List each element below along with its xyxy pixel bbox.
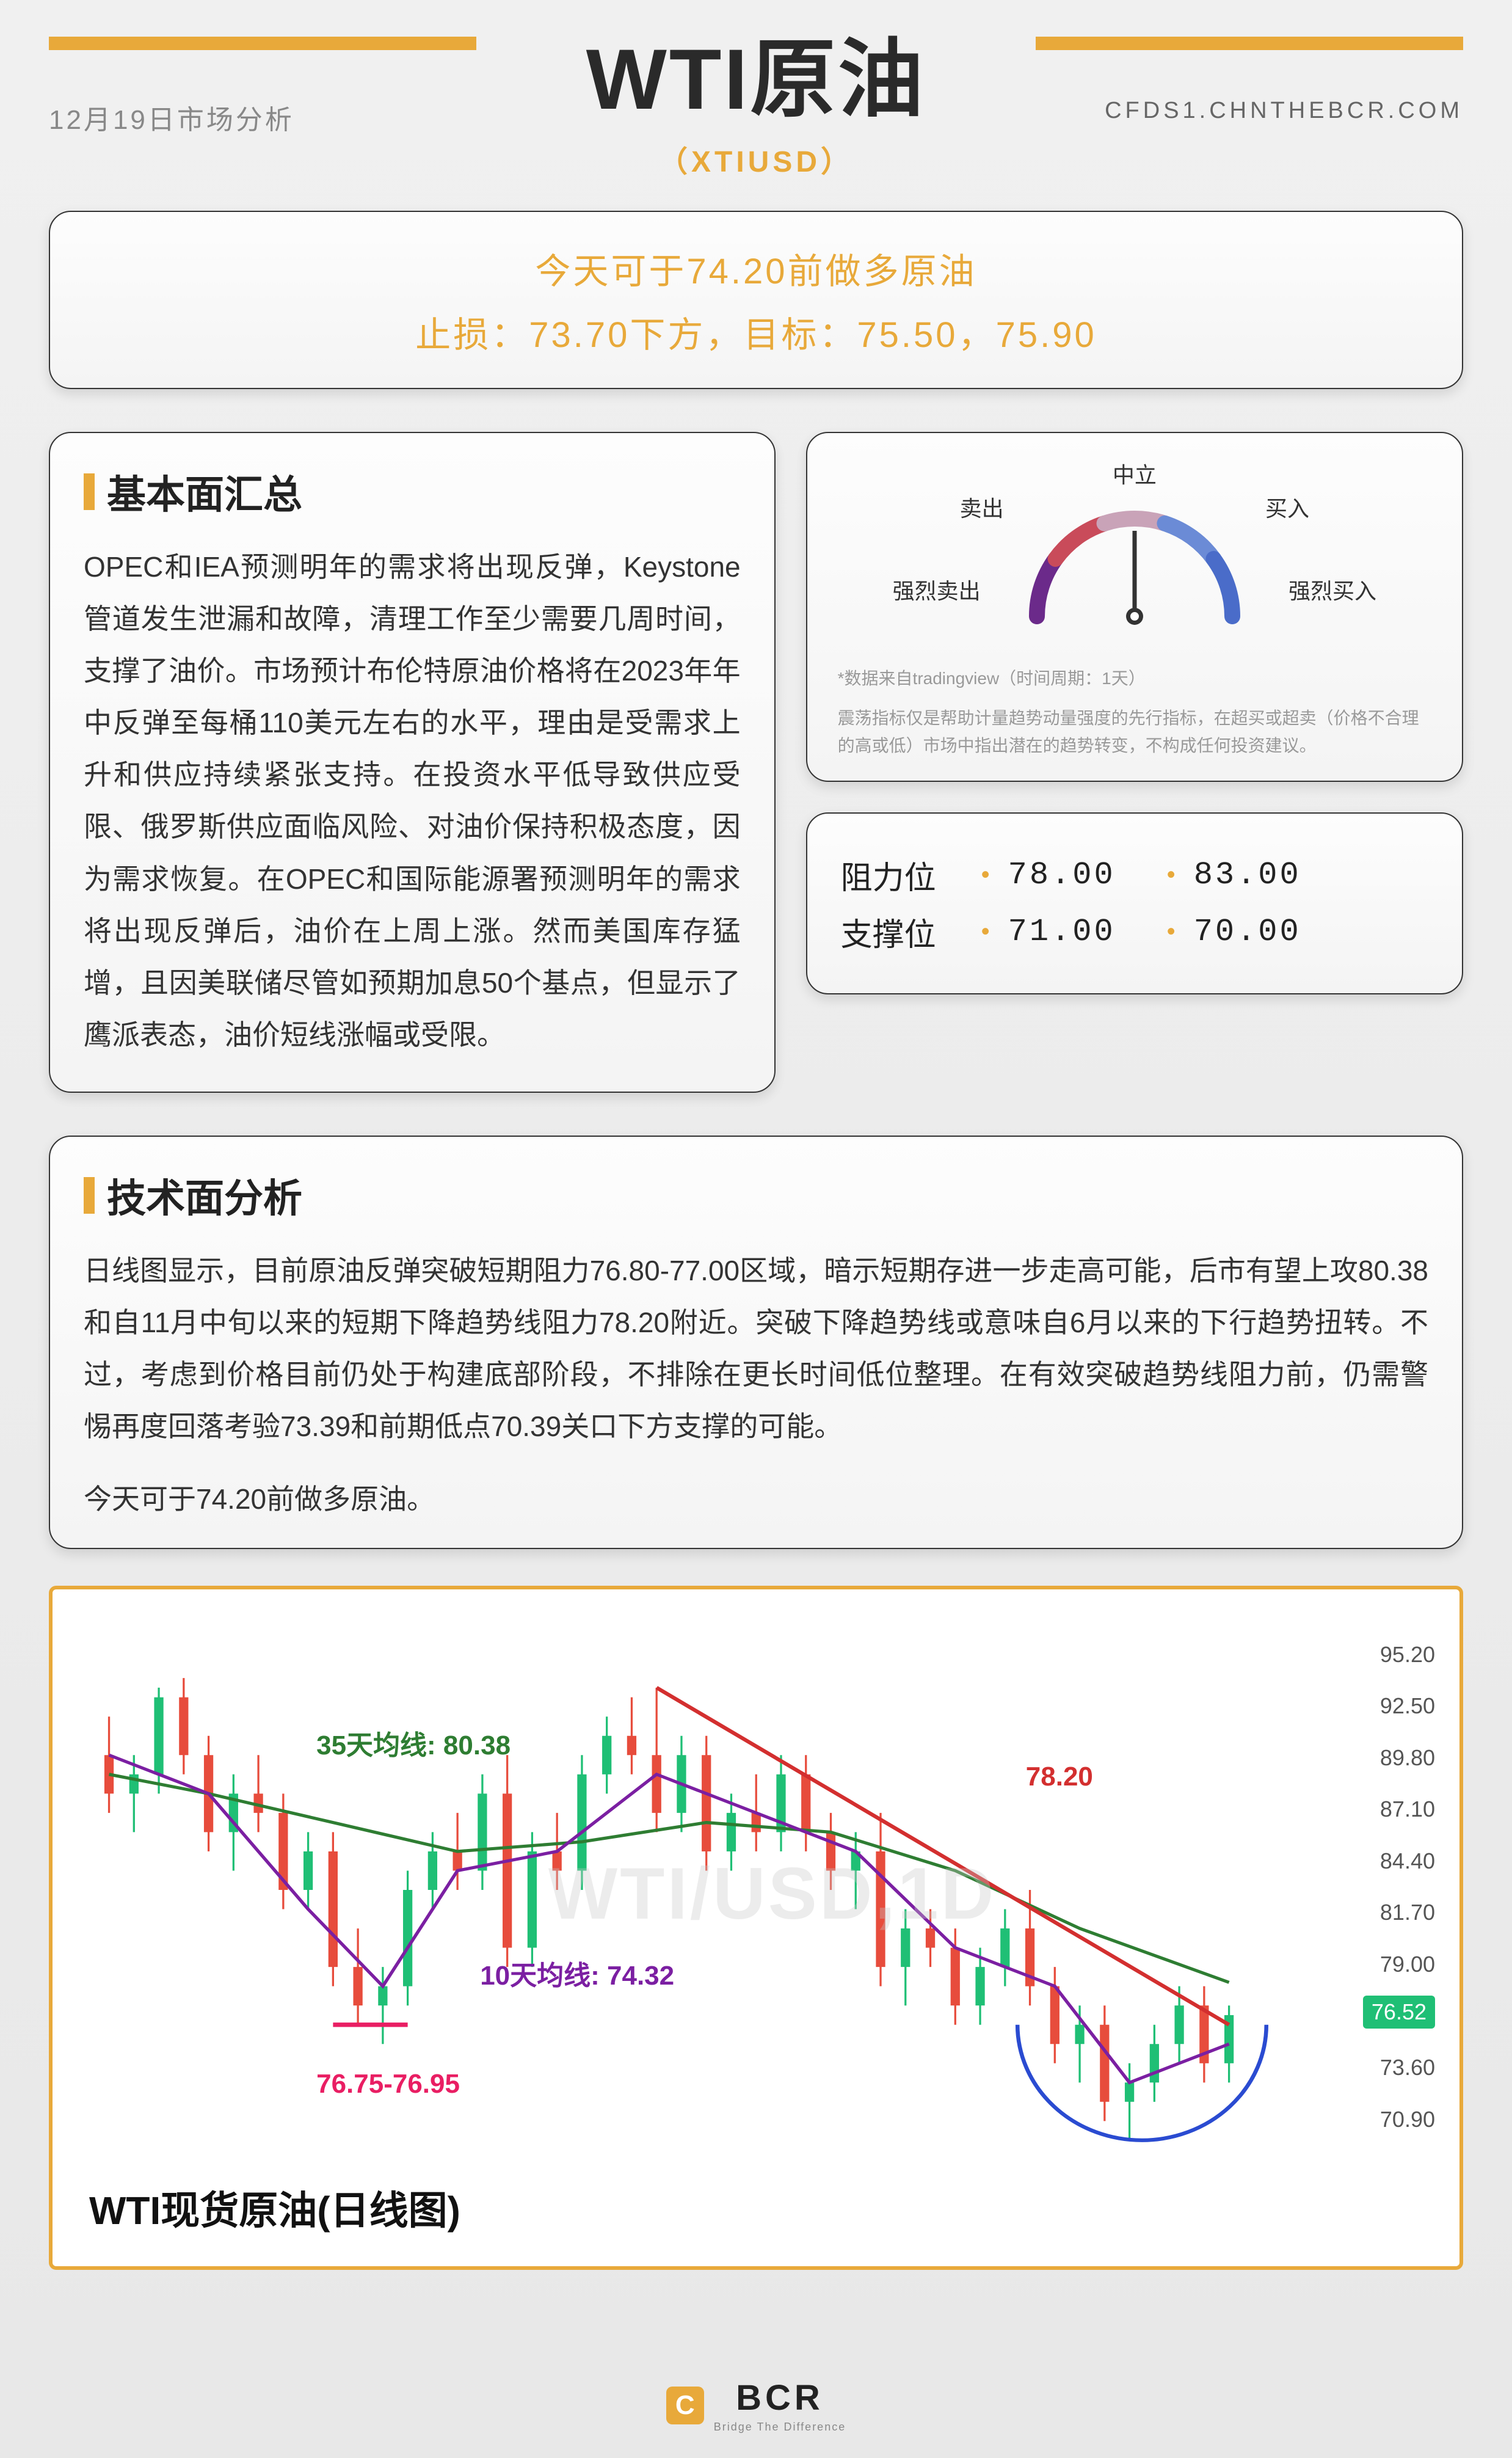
gauge-label-strong-buy: 强烈买入 <box>1288 574 1376 605</box>
page-title: WTI原油 <box>586 37 926 122</box>
brand-logo-icon: C <box>666 2387 704 2424</box>
resistance-value-1: 78.00 <box>1008 857 1149 893</box>
technical-body: 日线图显示，目前原油反弹突破短期阻力76.80-77.00区域，暗示短期存进一步… <box>84 1245 1428 1453</box>
bullet-icon: • <box>981 861 990 889</box>
page-subtitle: （XTIUSD） <box>586 137 926 180</box>
chart-y-tick: 81.70 <box>1380 1900 1435 1925</box>
technical-title: 技术面分析 <box>84 1167 1428 1224</box>
bullet-icon: • <box>1167 861 1176 889</box>
gauge-note-1: *数据来自tradingview（时间周期：1天） <box>838 665 1431 693</box>
gauge-label-strong-sell: 强烈卖出 <box>893 574 981 605</box>
gauge-note-2: 震荡指标仅是帮助计量趋势动量强度的先行指标，在超买或超卖（价格不合理的高或低）市… <box>838 705 1431 760</box>
technical-footer: 今天可于74.20前做多原油。 <box>84 1477 1428 1517</box>
chart-y-tick: 92.50 <box>1380 1693 1435 1719</box>
chart-y-tick: 70.90 <box>1380 2107 1435 2132</box>
report-date: 12月19日市场分析 <box>49 98 586 137</box>
support-row: 支撑位 • 71.00 • 70.00 <box>841 909 1428 955</box>
support-value-1: 71.00 <box>1008 914 1149 950</box>
support-value-2: 70.00 <box>1194 914 1334 950</box>
brand-name: BCR <box>714 2377 846 2418</box>
chart-title: WTI现货原油(日线图) <box>89 2179 460 2236</box>
header: 12月19日市场分析 WTI原油 （XTIUSD） CFDS1.CHNTHEBC… <box>49 37 1463 180</box>
chart-y-tick: 84.40 <box>1380 1848 1435 1874</box>
resistance-value-2: 83.00 <box>1194 857 1334 893</box>
gauge-label-neutral: 中立 <box>1113 458 1157 489</box>
gauge-label-buy: 买入 <box>1265 491 1309 523</box>
site-url: CFDS1.CHNTHEBCR.COM <box>926 98 1463 124</box>
fundamental-title: 基本面汇总 <box>84 464 741 520</box>
bullet-icon: • <box>1167 918 1176 946</box>
chart-annotation-range: 76.75-76.95 <box>316 2069 460 2099</box>
chart-annotation-ma10: 10天均线: 74.32 <box>480 1953 674 1993</box>
resistance-label: 阻力位 <box>841 852 963 898</box>
recommendation-line2: 止损：73.70下方，目标：75.50，75.90 <box>75 306 1437 357</box>
chart-y-tick: 79.00 <box>1380 1952 1435 1977</box>
brand-tagline: Bridge The Difference <box>714 2421 846 2434</box>
chart-y-tick: 73.60 <box>1380 2055 1435 2081</box>
recommendation-line1: 今天可于74.20前做多原油 <box>75 243 1437 294</box>
chart-current-price: 76.52 <box>1363 1996 1435 2029</box>
sentiment-gauge-card: 中立 卖出 买入 强烈卖出 强烈买入 *数据来自tradingview（时间周期… <box>806 432 1463 782</box>
chart-annotation-trend: 78.20 <box>1026 1762 1093 1792</box>
chart-y-axis: 95.20 92.50 89.80 87.10 84.40 81.70 79.00 76.52… <box>1343 1620 1435 2175</box>
header-accent-left <box>49 37 476 50</box>
chart-y-tick: 95.20 <box>1380 1642 1435 1668</box>
support-label: 支撑位 <box>841 909 963 955</box>
chart-annotation-ma35: 35天均线: 80.38 <box>316 1723 511 1762</box>
fundamental-card: 基本面汇总 OPEC和IEA预测明年的需求将出现反弹，Keystone管道发生泄… <box>49 432 776 1093</box>
resistance-row: 阻力位 • 78.00 • 83.00 <box>841 852 1428 898</box>
footer: C BCR Bridge The Difference <box>0 2377 1512 2434</box>
recommendation-card: 今天可于74.20前做多原油 止损：73.70下方，目标：75.50，75.90 <box>49 211 1463 389</box>
bullet-icon: • <box>981 918 990 946</box>
header-accent-right <box>1036 37 1463 50</box>
levels-card: 阻力位 • 78.00 • 83.00 支撑位 • 71.00 • 70.00 <box>806 812 1463 994</box>
gauge-label-sell: 卖出 <box>960 491 1004 523</box>
chart-y-tick: 87.10 <box>1380 1796 1435 1822</box>
chart-y-tick: 89.80 <box>1380 1745 1435 1771</box>
fundamental-body: OPEC和IEA预测明年的需求将出现反弹，Keystone管道发生泄漏和故障，清… <box>84 541 741 1061</box>
chart-watermark: WTI/USD,1D <box>548 1851 996 1936</box>
chart-card: WTI/USD,1D 95.20 92.50 89.80 87.10 84.40 81.7… <box>49 1586 1463 2270</box>
technical-card: 技术面分析 日线图显示，目前原油反弹突破短期阻力76.80-77.00区域，暗示… <box>49 1136 1463 1549</box>
